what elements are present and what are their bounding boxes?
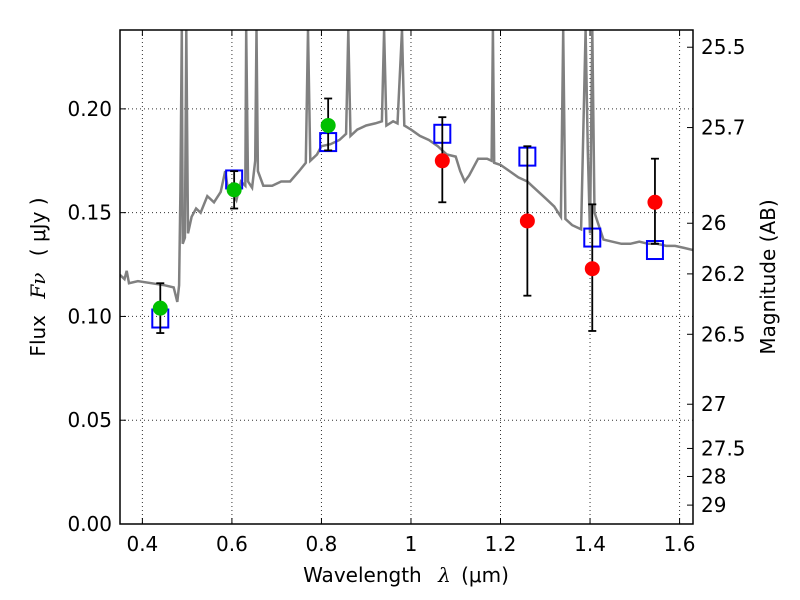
observed-red-point-3	[647, 194, 663, 210]
y2-axis-label: Magnitude (AB)	[756, 199, 780, 354]
observed-red-point-0	[434, 153, 450, 169]
y2-tick-label-5: 27	[701, 392, 726, 416]
axis-ticks: 0.4 0.6 0.8 1 1.2 1.4 1.6 0.00 0.05 0.10 0.15 0.20 2…	[67, 30, 746, 556]
observed-green-point-0	[152, 300, 168, 316]
plot-area	[120, 30, 693, 334]
x-tick-label-5: 1.4	[574, 532, 606, 556]
y-axis-label-unit: ( μJy )	[26, 197, 50, 256]
x-tick-label-4: 1.2	[485, 532, 517, 556]
y2-tick-label-4: 26.5	[701, 322, 746, 346]
x-axis-label-text: Wavelength	[303, 563, 422, 587]
y-tick-label-0: 0.00	[67, 512, 112, 536]
x-tick-label-3: 1	[405, 532, 418, 556]
observed-green-point-1	[226, 182, 242, 198]
x-axis-label: Wavelength λ (μm)	[303, 563, 509, 587]
y2-tick-label-8: 29	[701, 493, 726, 517]
y2-tick-label-2: 26	[701, 211, 726, 235]
y-tick-label-2: 0.10	[67, 304, 112, 328]
y2-tick-label-6: 27.5	[701, 436, 746, 460]
x-axis-label-symbol: λ	[437, 563, 451, 587]
x-tick-label-6: 1.6	[664, 532, 696, 556]
x-tick-label-1: 0.6	[216, 532, 248, 556]
y-tick-label-3: 0.15	[67, 201, 112, 225]
x-tick-label-0: 0.4	[126, 532, 158, 556]
observed-red-point-2	[584, 261, 600, 277]
y-tick-label-4: 0.20	[67, 97, 112, 121]
y2-tick-label-7: 28	[701, 464, 726, 488]
observed-red-point-1	[519, 213, 535, 229]
y2-tick-label-0: 25.5	[701, 35, 746, 59]
observed-green-point-2	[320, 117, 336, 133]
x-tick-label-2: 0.8	[306, 532, 338, 556]
y-axis-label: Flux Fν ( μJy )	[26, 197, 50, 356]
plot-frame	[119, 29, 694, 525]
y-axis-label-symbol: Fν	[26, 273, 50, 300]
x-axis-label-unit: (μm)	[461, 563, 509, 587]
y2-tick-label-3: 26.2	[701, 262, 746, 286]
model-spectrum-line	[120, 30, 693, 303]
y2-tick-label-1: 25.7	[701, 116, 746, 140]
y-axis-label-text: Flux	[26, 315, 50, 357]
y-tick-label-1: 0.05	[67, 408, 112, 432]
